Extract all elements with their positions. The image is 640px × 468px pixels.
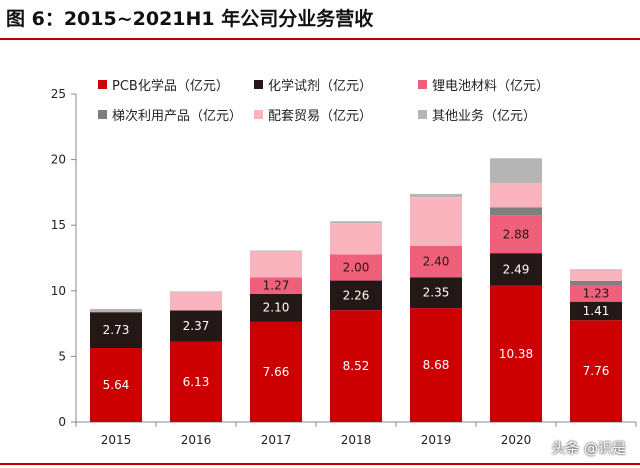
x-tick-label: 2019 <box>421 433 452 447</box>
bar-segment <box>490 285 542 422</box>
bar-segment <box>410 308 462 422</box>
bar-segment <box>90 308 142 313</box>
chart-data-labels: 5.64 2.73 6.13 2.37 7.66 2.10 1.27 8.52 2.26 2.00… <box>103 227 610 392</box>
y-tick-label: 15 <box>51 218 66 232</box>
legend-label: 锂电池材料（亿元） <box>432 79 549 94</box>
legend-swatch <box>418 110 427 119</box>
bar-data-label: 8.68 <box>423 358 450 372</box>
legend-label: 化学试剂（亿元） <box>268 78 372 94</box>
bar-segment <box>330 223 382 255</box>
bar-segment <box>170 291 222 293</box>
bar-segment <box>250 250 302 252</box>
legend-label: 梯次利用产品（亿元） <box>112 108 242 124</box>
chart-legend: PCB化学品（亿元） 化学试剂（亿元） 锂电池材料（亿元） 梯次利用产品（亿元） 配套贸… <box>98 78 549 124</box>
bar-segment <box>170 310 222 342</box>
figure-title: 图 6：2015~2021H1 年公司分业务营收 <box>6 8 374 30</box>
bar-data-label: 2.73 <box>103 323 130 337</box>
bar-segment <box>570 280 622 286</box>
legend-label: 配套贸易（亿元） <box>268 108 372 124</box>
bar-data-label: 1.23 <box>583 287 610 301</box>
bar-segment <box>410 277 462 309</box>
bar-segment <box>490 183 542 208</box>
y-tick-label: 20 <box>51 153 66 167</box>
chart-bars <box>90 158 622 422</box>
legend-label: 其他业务（亿元） <box>432 108 536 124</box>
bar-segment <box>490 207 542 216</box>
bar-segment <box>490 253 542 286</box>
bar-segment <box>170 292 222 311</box>
bar-data-label: 2.88 <box>503 227 530 241</box>
bar-segment <box>570 285 622 302</box>
bar-segment <box>570 301 622 321</box>
legend-swatch <box>254 110 263 119</box>
x-tick-label: 2020 <box>501 433 532 447</box>
bar-data-label: 6.13 <box>183 375 210 389</box>
bar-segment <box>410 193 462 198</box>
bar-data-label: 5.64 <box>103 378 130 392</box>
bar-segment <box>330 254 382 281</box>
bar-segment <box>170 341 222 422</box>
bar-data-label: 2.40 <box>423 255 450 269</box>
legend-swatch <box>98 80 107 89</box>
bar-data-label: 7.66 <box>263 365 290 379</box>
y-tick-label: 5 <box>58 349 66 363</box>
bar-segment <box>330 280 382 311</box>
bar-data-label: 2.26 <box>343 288 370 302</box>
bar-segment <box>570 320 622 422</box>
bar-segment <box>90 312 142 349</box>
title-divider <box>0 38 640 40</box>
bar-segment <box>330 310 382 422</box>
bar-data-label: 2.49 <box>503 262 530 276</box>
bar-data-label: 2.37 <box>183 319 210 333</box>
legend-label: PCB化学品（亿元） <box>112 78 229 94</box>
bar-data-label: 2.10 <box>263 301 290 315</box>
x-tick-label: 2017 <box>261 433 292 447</box>
bar-data-label: 8.52 <box>343 359 370 373</box>
bar-data-label: 2.00 <box>343 260 370 274</box>
chart-axes: 0 5 10 15 20 25 2015 2016 2017 2018 2019 2020 <box>51 87 637 447</box>
bar-segment <box>250 321 302 422</box>
bar-segment <box>250 251 302 278</box>
bar-data-label: 1.41 <box>583 304 610 318</box>
y-tick-label: 0 <box>58 415 66 429</box>
bar-segment <box>90 348 142 422</box>
legend-swatch <box>418 80 427 89</box>
x-tick-label: 2016 <box>181 433 212 447</box>
bar-segment <box>490 215 542 254</box>
bottom-divider <box>0 463 640 465</box>
x-tick-label: 2015 <box>101 433 132 447</box>
bar-data-label: 1.27 <box>263 279 290 293</box>
bar-segment <box>330 221 382 224</box>
bar-segment <box>410 197 462 246</box>
bar-segment <box>570 269 622 281</box>
bar-segment <box>490 158 542 184</box>
bar-segment <box>570 269 622 270</box>
bar-segment <box>250 277 302 294</box>
bar-data-label: 10.38 <box>499 347 533 361</box>
y-tick-label: 25 <box>51 87 66 101</box>
bar-data-label: 7.76 <box>583 364 610 378</box>
x-tick-label: 2018 <box>341 433 372 447</box>
legend-swatch <box>98 110 107 119</box>
bar-segment <box>250 293 302 322</box>
bar-data-label: 2.35 <box>423 286 450 300</box>
y-tick-label: 10 <box>51 284 66 298</box>
bar-segment <box>410 245 462 278</box>
watermark-text: 头条 @识是 <box>551 441 626 457</box>
legend-swatch <box>254 80 263 89</box>
